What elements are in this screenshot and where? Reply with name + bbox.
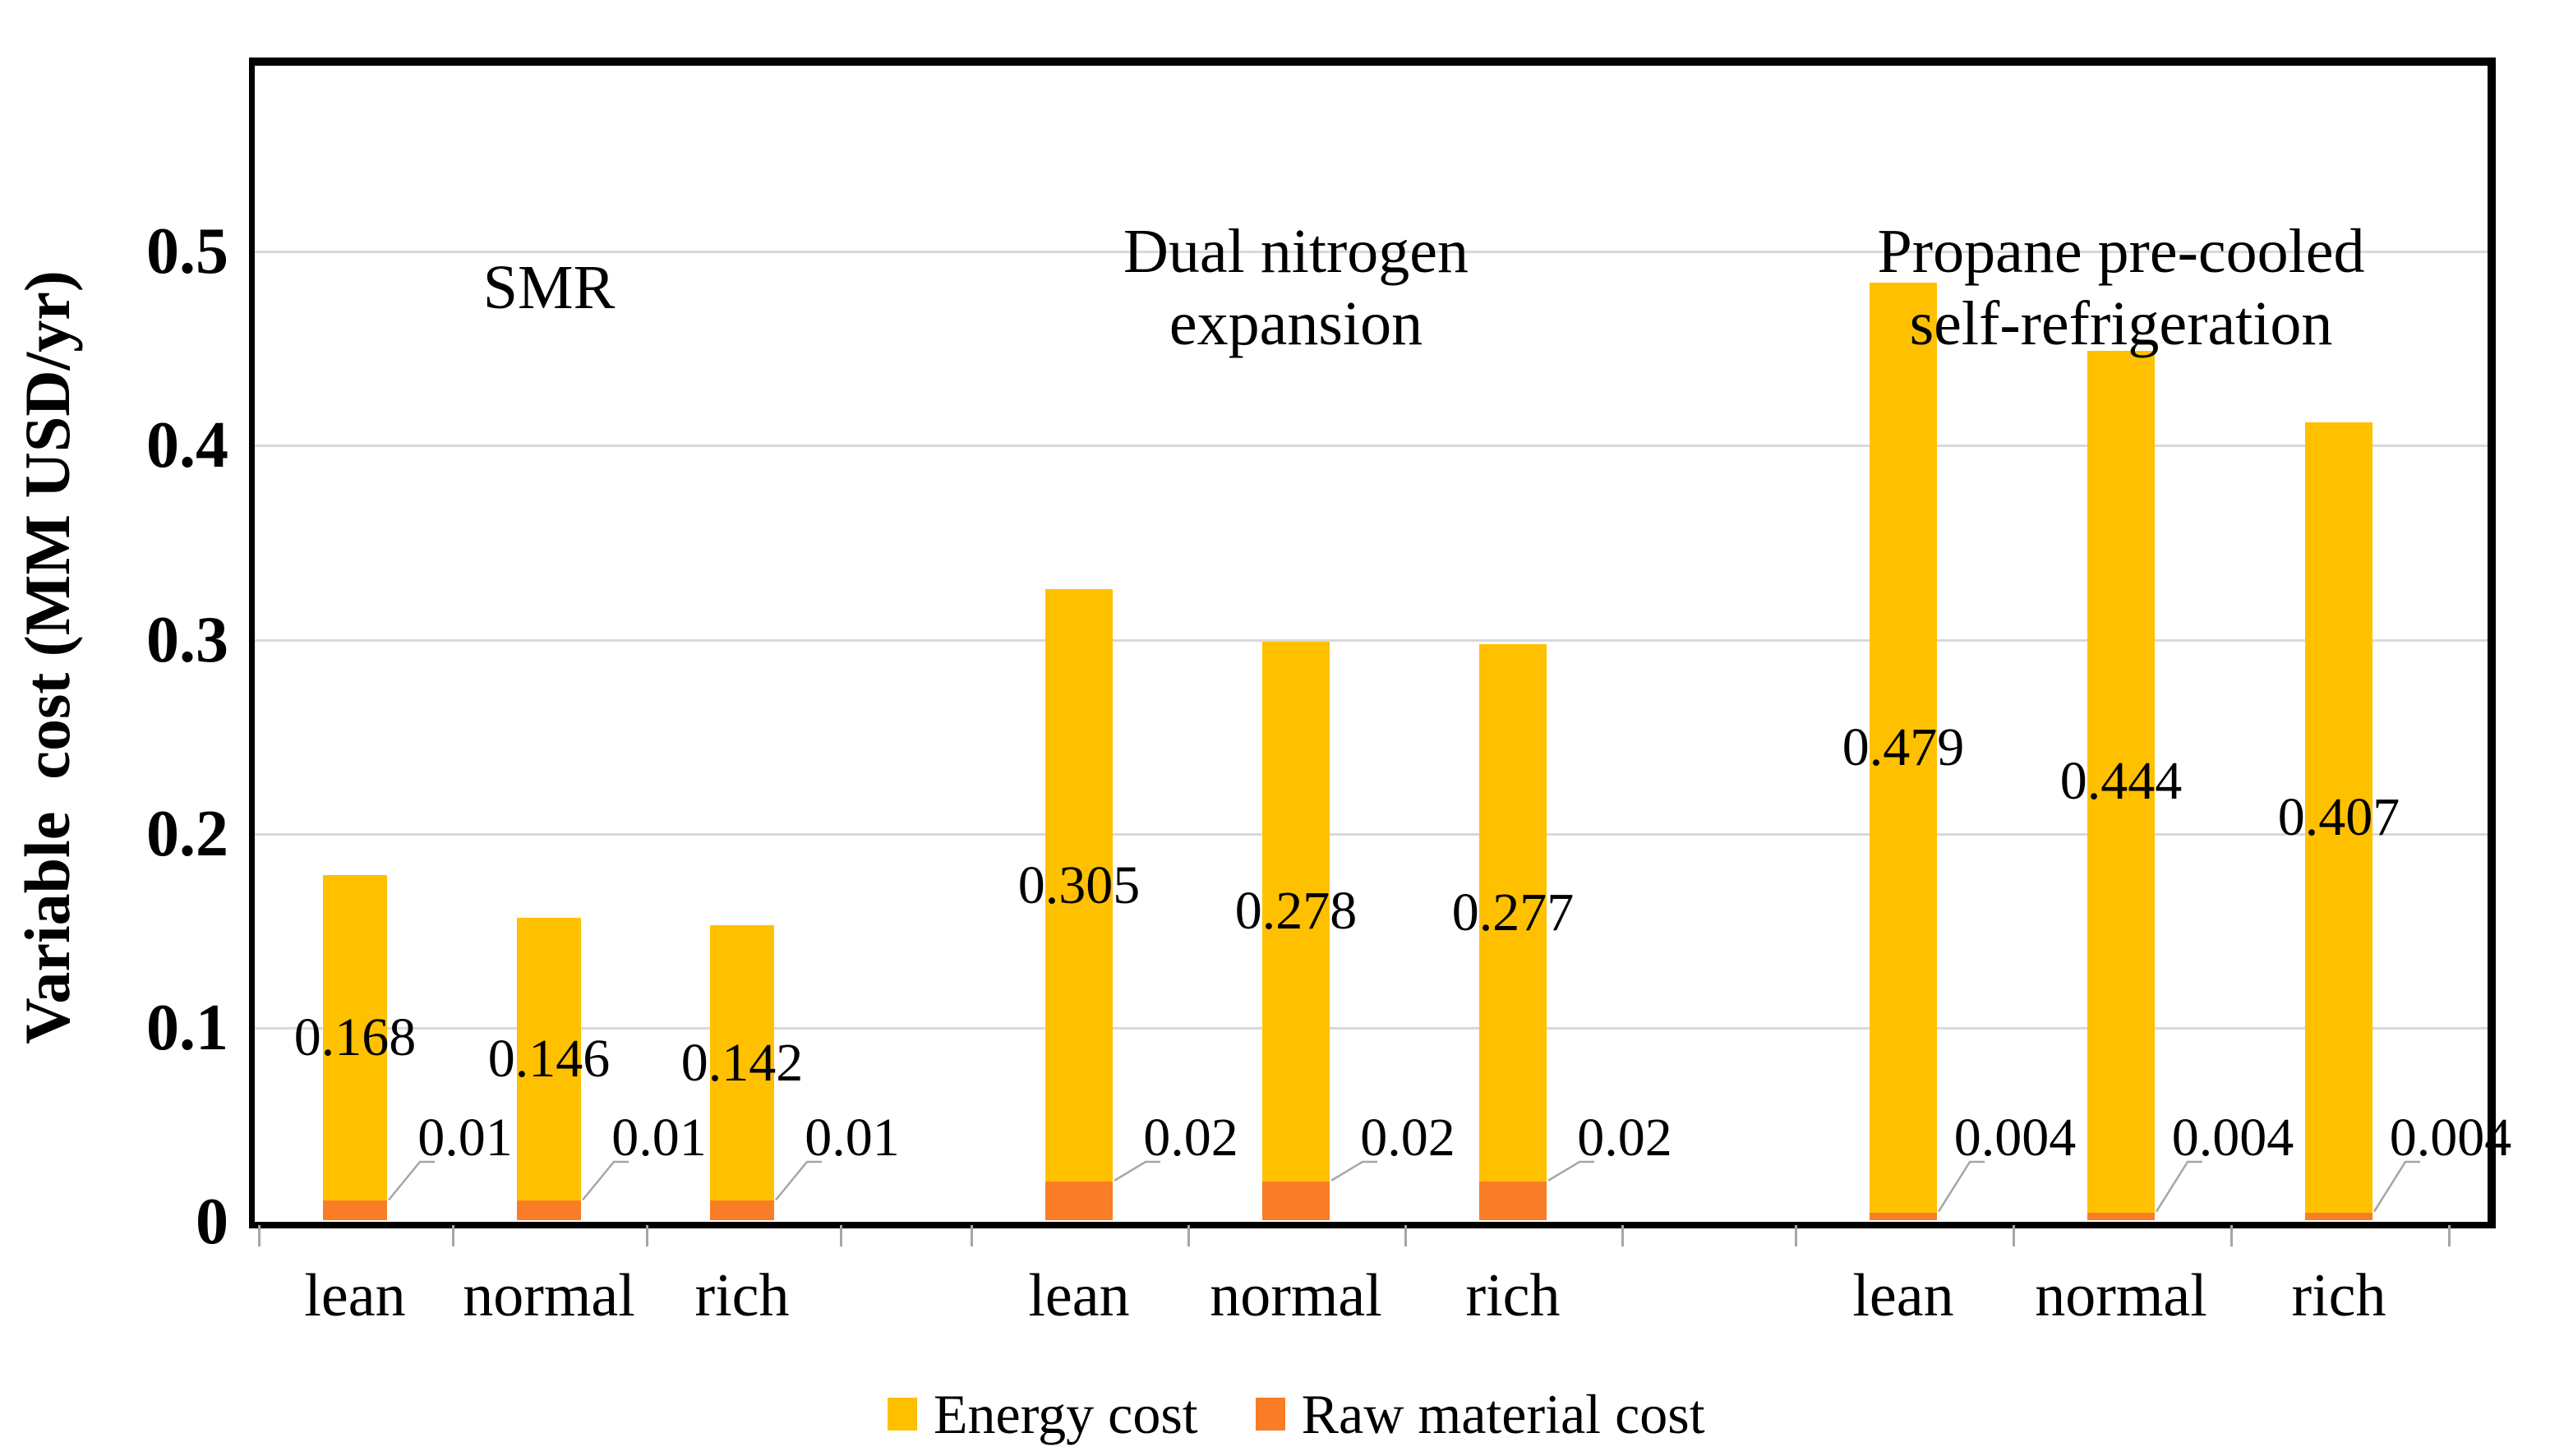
energy-cost-label: 0.146 xyxy=(487,1028,611,1089)
bar-raw-material-smr-lean xyxy=(323,1200,387,1220)
energy-cost-label: 0.277 xyxy=(1451,882,1575,942)
x-axis-tick xyxy=(452,1225,454,1246)
gridline-0.2 xyxy=(249,832,2496,836)
energy-cost-label: 0.444 xyxy=(2059,751,2183,812)
y-tick-label-0: 0 xyxy=(196,1186,228,1258)
bar-energy-propane-lean xyxy=(1870,283,1937,1213)
raw-material-cost-label: 0.02 xyxy=(1143,1108,1238,1168)
x-axis-tick xyxy=(1187,1225,1190,1246)
x-axis-tick xyxy=(971,1225,973,1246)
legend-label: Raw material cost xyxy=(1301,1383,1705,1445)
raw-material-cost-label: 0.01 xyxy=(611,1108,707,1168)
raw-material-cost-label: 0.02 xyxy=(1360,1108,1455,1168)
leader-line xyxy=(2372,1160,2420,1213)
legend-entry-raw-material-cost: Raw material cost xyxy=(1255,1383,1705,1445)
bar-energy-dual-rich xyxy=(1479,643,1547,1182)
bar-energy-smr-lean xyxy=(323,874,387,1201)
energy-cost-label: 0.407 xyxy=(2277,786,2400,847)
bar-raw-material-propane-rich xyxy=(2305,1212,2372,1220)
x-category-label-rich: rich xyxy=(694,1262,790,1329)
leader-line xyxy=(2155,1160,2202,1213)
y-tick-label-0.5: 0.5 xyxy=(146,215,228,288)
legend-entry-energy-cost: Energy cost xyxy=(888,1385,1198,1444)
energy-cost-label: 0.168 xyxy=(293,1007,417,1067)
bar-energy-smr-rich xyxy=(710,925,774,1201)
bar-raw-material-smr-normal xyxy=(517,1200,581,1220)
y-tick-label-0.3: 0.3 xyxy=(146,603,228,676)
y-tick-label-0.1: 0.1 xyxy=(146,991,228,1064)
raw-material-cost-label: 0.02 xyxy=(1577,1108,1672,1168)
legend-label: Energy cost xyxy=(934,1383,1198,1445)
x-axis-tick xyxy=(1404,1225,1407,1246)
x-axis-tick xyxy=(1795,1225,1797,1246)
x-axis-tick xyxy=(2448,1225,2451,1246)
raw-material-cost-label: 0.004 xyxy=(2389,1108,2512,1168)
bar-raw-material-smr-rich xyxy=(710,1200,774,1220)
bar-energy-dual-normal xyxy=(1262,642,1330,1182)
energy-cost-label: 0.278 xyxy=(1234,881,1358,942)
bar-energy-propane-normal xyxy=(2087,350,2155,1213)
y-axis-title: Variable cost (MM USD/yr) xyxy=(12,270,83,1044)
x-axis-tick xyxy=(2230,1225,2233,1246)
y-tick-label-0.4: 0.4 xyxy=(146,409,228,482)
energy-cost-swatch-icon xyxy=(888,1398,917,1431)
energy-cost-label: 0.305 xyxy=(1017,855,1141,915)
raw-material-cost-label: 0.004 xyxy=(2171,1108,2294,1168)
raw-material-cost-swatch-icon xyxy=(1255,1398,1285,1431)
raw-material-cost-label: 0.004 xyxy=(1953,1108,2077,1168)
x-category-label-lean: lean xyxy=(1852,1262,1954,1329)
bar-raw-material-dual-lean xyxy=(1045,1181,1113,1220)
bar-raw-material-propane-lean xyxy=(1870,1212,1937,1220)
x-category-label-rich: rich xyxy=(1465,1262,1561,1329)
group-title-1: SMR xyxy=(482,253,616,322)
raw-material-cost-label: 0.01 xyxy=(805,1108,900,1168)
gridline-0.1 xyxy=(249,1026,2496,1030)
x-axis-tick xyxy=(2013,1225,2015,1246)
bar-energy-dual-lean xyxy=(1045,589,1113,1182)
x-axis-tick xyxy=(646,1225,648,1246)
bar-energy-smr-normal xyxy=(517,917,581,1201)
x-category-label-normal: normal xyxy=(1210,1262,1382,1329)
group-title-3: Propane pre-cooled self-refrigeration xyxy=(1877,217,2365,358)
gridline-0.4 xyxy=(249,445,2496,448)
x-category-label-lean: lean xyxy=(1028,1262,1130,1329)
x-axis-tick xyxy=(840,1225,842,1246)
x-axis-tick xyxy=(1621,1225,1624,1246)
y-tick-label-0.2: 0.2 xyxy=(146,797,228,870)
raw-material-cost-label: 0.01 xyxy=(417,1108,513,1168)
bar-raw-material-propane-normal xyxy=(2087,1212,2155,1220)
x-category-label-normal: normal xyxy=(463,1262,635,1329)
leader-line xyxy=(1937,1160,1985,1213)
legend: Energy cost Raw material cost xyxy=(888,1385,1705,1444)
bar-raw-material-dual-normal xyxy=(1262,1181,1330,1220)
gridline-0.5 xyxy=(249,251,2496,254)
x-category-label-lean: lean xyxy=(304,1262,406,1329)
energy-cost-label: 0.142 xyxy=(680,1032,804,1093)
energy-cost-label: 0.479 xyxy=(1842,716,1965,777)
x-category-label-normal: normal xyxy=(2035,1262,2207,1329)
x-axis-tick xyxy=(258,1225,261,1246)
bar-energy-propane-rich xyxy=(2305,422,2372,1213)
bar-raw-material-dual-rich xyxy=(1479,1181,1547,1220)
group-title-2: Dual nitrogen expansion xyxy=(1123,217,1469,358)
x-category-label-rich: rich xyxy=(2291,1262,2386,1329)
gridline-0.3 xyxy=(249,638,2496,642)
